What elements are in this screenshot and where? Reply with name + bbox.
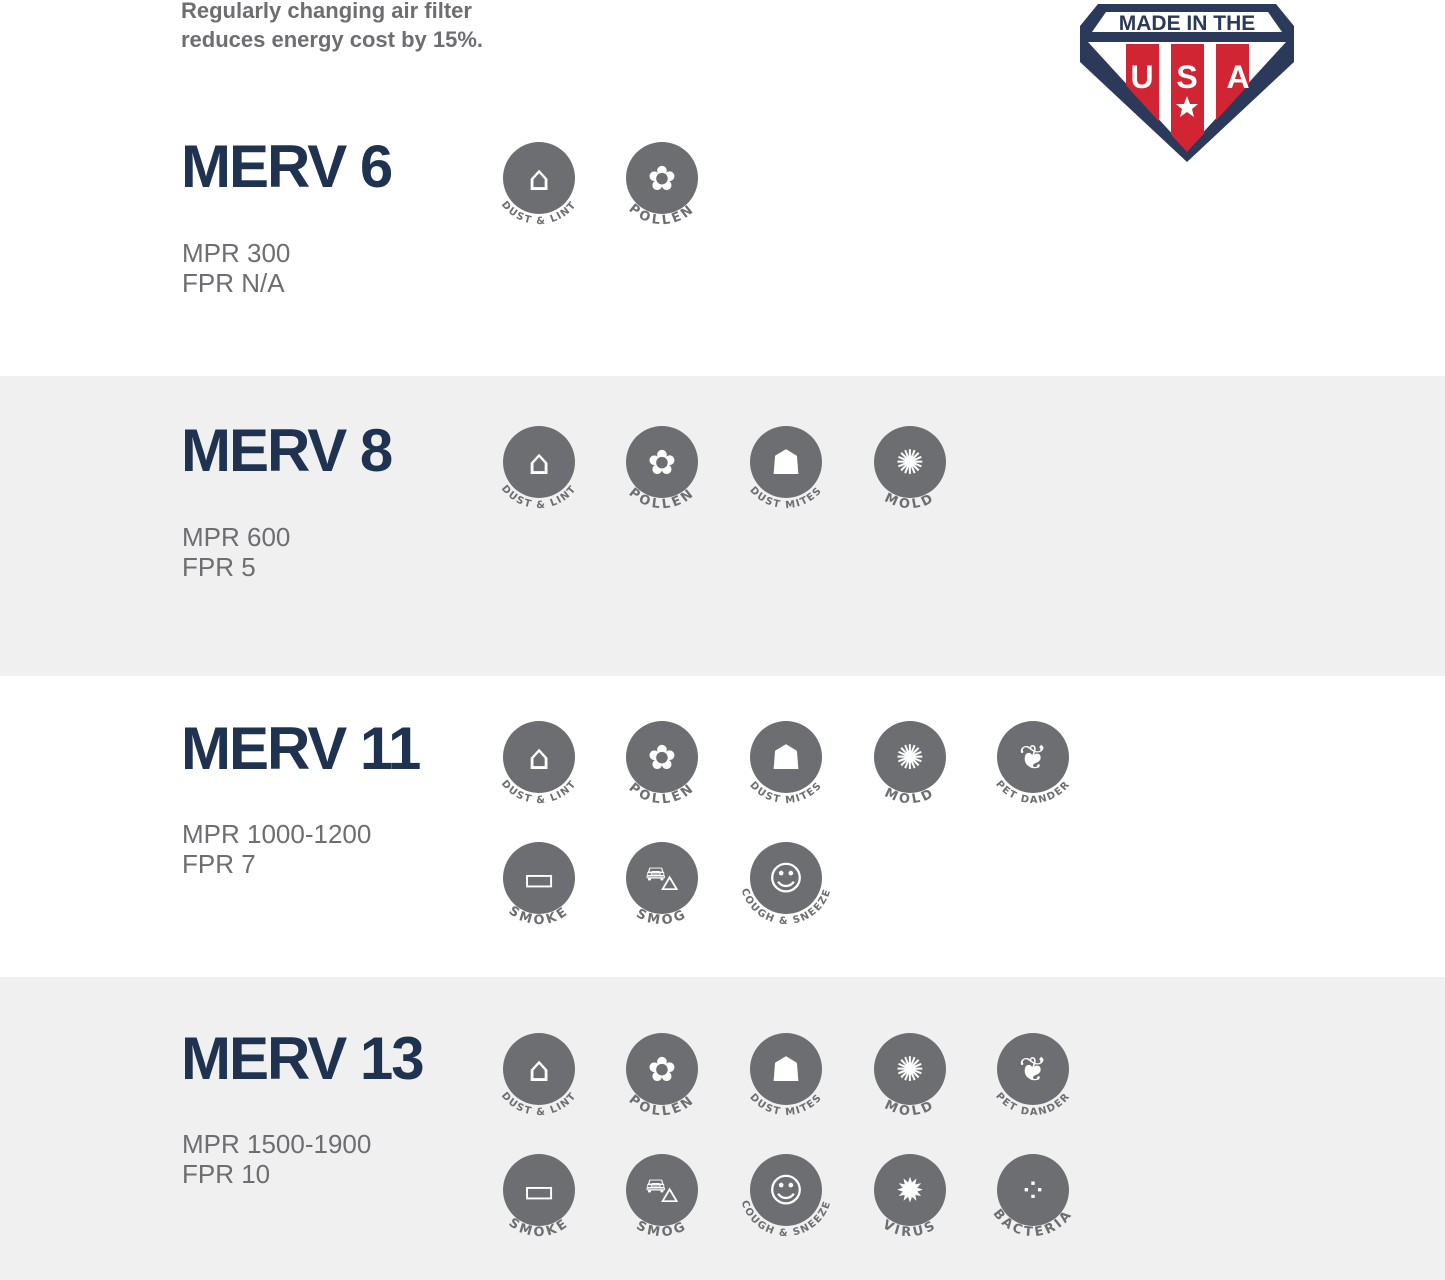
star-icon	[1176, 96, 1198, 117]
contaminant-dust-mites: ☗ DUST MITES	[731, 709, 841, 819]
contaminant-label: VIRUS	[880, 1217, 940, 1240]
contaminant-pollen: ✿ POLLEN	[607, 1021, 717, 1131]
mpr-rating: MPR 1000-1200	[182, 819, 372, 849]
bug-icon: ☗	[771, 1050, 801, 1090]
contaminant-dust-lint: ⌂ DUST & LINT	[484, 130, 594, 240]
merv-11-section: MERV 11 MPR 1000-1200 FPR 7 ⌂ DUST & LINT…	[0, 676, 1445, 977]
mold-icon: ✺	[896, 738, 925, 778]
contaminant-smoke: ▭ SMOKE	[484, 830, 594, 940]
contaminant-cough-sneeze: ☺ COUGH & SNEEZE	[731, 830, 841, 940]
contaminant-pet-dander: ❦ PET DANDER	[978, 709, 1088, 819]
merv-title: MERV 6	[181, 133, 393, 200]
merv-specs: MPR 300 FPR N/A	[182, 238, 290, 298]
flower-icon: ✿	[648, 443, 677, 483]
contaminant-mold: ✺ MOLD	[855, 414, 965, 524]
merv-13-section: MERV 13 MPR 1500-1900 FPR 10 ⌂ DUST & LIN…	[0, 977, 1445, 1280]
bug-icon: ☗	[771, 443, 801, 483]
paw-icon: ❦	[1019, 738, 1048, 778]
contaminant-dust-mites: ☗ DUST MITES	[731, 414, 841, 524]
dustpan-icon: ⌂	[528, 1050, 550, 1090]
contaminant-dust-lint: ⌂ DUST & LINT	[484, 1021, 594, 1131]
mpr-rating: MPR 1500-1900	[182, 1129, 372, 1159]
contaminant-cough-sneeze: ☺ COUGH & SNEEZE	[731, 1142, 841, 1252]
contaminant-label: SMOG	[634, 1218, 691, 1240]
merv-specs: MPR 600 FPR 5	[182, 522, 290, 582]
merv-6-section: MERV 6 MPR 300 FPR N/A ⌂ DUST & LINT ✿ POLL…	[0, 0, 1445, 376]
merv-8-section: MERV 8 MPR 600 FPR 5 ⌂ DUST & LINT ✿ POLLEN…	[0, 376, 1445, 676]
fpr-rating: FPR N/A	[182, 268, 285, 298]
intro-text: Regularly changing air filter reduces en…	[181, 0, 483, 54]
contaminant-smog: ⛍ SMOG	[607, 830, 717, 940]
dustpan-icon: ⌂	[528, 443, 550, 483]
intro-line-1: Regularly changing air filter	[181, 0, 472, 23]
bug-icon: ☗	[771, 738, 801, 778]
contaminant-dust-mites: ☗ DUST MITES	[731, 1021, 841, 1131]
badge-letter-u: U	[1130, 59, 1153, 95]
contaminant-virus: ✹ VIRUS	[855, 1142, 965, 1252]
head-icon: ☺	[768, 859, 803, 899]
cigarette-icon: ▭	[523, 859, 555, 899]
contaminant-smog: ⛍ SMOG	[607, 1142, 717, 1252]
contaminant-mold: ✺ MOLD	[855, 709, 965, 819]
fpr-rating: FPR 7	[182, 849, 256, 879]
merv-specs: MPR 1000-1200 FPR 7	[182, 819, 371, 879]
contaminant-dust-lint: ⌂ DUST & LINT	[484, 709, 594, 819]
contaminant-label: MOLD	[882, 491, 938, 513]
head-icon: ☺	[768, 1171, 803, 1211]
made-in-usa-badge: MADE IN THE U S A	[1076, 0, 1298, 164]
intro-line-2: reduces energy cost by 15%.	[181, 27, 484, 52]
contaminant-smoke: ▭ SMOKE	[484, 1142, 594, 1252]
merv-title: MERV 11	[181, 715, 421, 782]
mpr-rating: MPR 300	[182, 238, 291, 268]
dustpan-icon: ⌂	[528, 738, 550, 778]
merv-specs: MPR 1500-1900 FPR 10	[182, 1129, 371, 1189]
merv-title: MERV 13	[181, 1025, 425, 1092]
car-icon: ⛍	[644, 1171, 679, 1211]
fpr-rating: FPR 5	[182, 552, 256, 582]
flower-icon: ✿	[648, 159, 677, 199]
mpr-rating: MPR 600	[182, 522, 291, 552]
contaminant-label: SMOG	[634, 906, 691, 928]
contaminant-bacteria: ⁘ BACTERIA	[978, 1142, 1088, 1252]
fpr-rating: FPR 10	[182, 1159, 271, 1189]
contaminant-pollen: ✿ POLLEN	[607, 709, 717, 819]
flower-icon: ✿	[648, 1050, 677, 1090]
virus-icon: ✹	[896, 1171, 925, 1211]
flower-icon: ✿	[648, 738, 677, 778]
badge-letter-a: A	[1226, 59, 1249, 95]
bacteria-icon: ⁘	[1019, 1171, 1048, 1211]
mold-icon: ✺	[896, 1050, 925, 1090]
contaminant-pollen: ✿ POLLEN	[607, 130, 717, 240]
paw-icon: ❦	[1019, 1050, 1048, 1090]
contaminant-label: MOLD	[882, 1098, 938, 1120]
mold-icon: ✺	[896, 443, 925, 483]
car-icon: ⛍	[644, 859, 679, 899]
dustpan-icon: ⌂	[528, 159, 550, 199]
merv-title: MERV 8	[181, 417, 393, 484]
contaminant-mold: ✺ MOLD	[855, 1021, 965, 1131]
contaminant-pet-dander: ❦ PET DANDER	[978, 1021, 1088, 1131]
contaminant-pollen: ✿ POLLEN	[607, 414, 717, 524]
contaminant-dust-lint: ⌂ DUST & LINT	[484, 414, 594, 524]
contaminant-label: MOLD	[882, 786, 938, 808]
badge-letter-s: S	[1176, 59, 1197, 95]
badge-top-text: MADE IN THE	[1119, 12, 1256, 35]
cigarette-icon: ▭	[523, 1171, 555, 1211]
